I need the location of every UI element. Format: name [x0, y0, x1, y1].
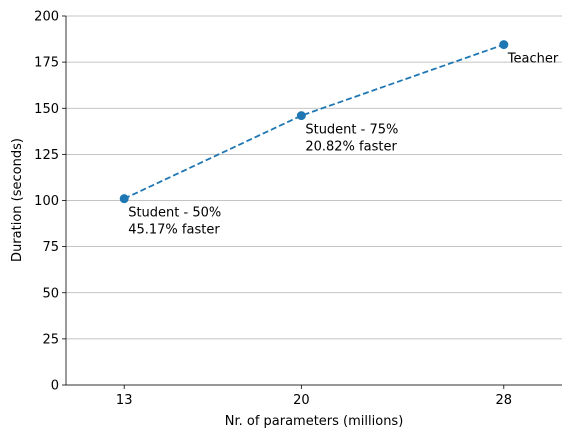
annotation-1: Student - 75% 20.82% faster — [305, 123, 398, 155]
x-tick-label-20: 20 — [293, 393, 310, 408]
y-tick-label-150: 150 — [34, 102, 59, 117]
annotation-2: Teacher — [507, 52, 559, 67]
data-point-0-2 — [499, 40, 508, 49]
y-tick-label-100: 100 — [34, 194, 59, 209]
x-tick-label-28: 28 — [496, 393, 513, 408]
y-tick-label-0: 0 — [51, 379, 59, 394]
data-point-0-1 — [297, 111, 306, 120]
series — [120, 40, 509, 203]
tick-labels: 0 25 50 75 100 125 150 175 200 13 20 28 — [34, 10, 512, 409]
y-tick-label-200: 200 — [34, 10, 59, 25]
series-line-0 — [124, 45, 504, 199]
annotation-1-line-1: 20.82% faster — [305, 140, 397, 155]
annotation-0: Student - 50% 45.17% faster — [128, 206, 221, 238]
annotation-2-line-0: Teacher — [507, 52, 559, 67]
y-tick-label-25: 25 — [42, 332, 59, 347]
x-axis-label: Nr. of parameters (millions) — [225, 414, 404, 429]
grid-lines — [66, 16, 562, 385]
annotation-0-line-0: Student - 50% — [128, 206, 221, 221]
y-tick-label-175: 175 — [34, 56, 59, 71]
annotation-1-line-0: Student - 75% — [305, 123, 398, 138]
y-axis-label: Duration (seconds) — [10, 138, 25, 262]
axes — [62, 16, 562, 389]
y-tick-label-125: 125 — [34, 148, 59, 163]
y-tick-label-50: 50 — [42, 286, 59, 301]
y-tick-label-75: 75 — [42, 240, 59, 255]
data-point-0-0 — [120, 194, 129, 203]
annotation-0-line-1: 45.17% faster — [128, 223, 220, 238]
annotations: Student - 50% 45.17% faster Student - 75% 2… — [128, 52, 559, 238]
x-tick-label-13: 13 — [116, 393, 133, 408]
